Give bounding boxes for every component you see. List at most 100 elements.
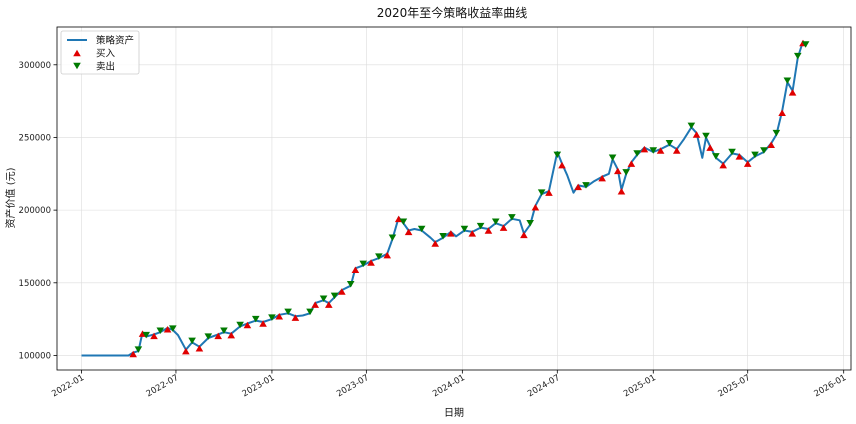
sell-marker [728, 148, 736, 156]
y-tick-label: 250000 [19, 133, 51, 143]
sell-marker [346, 281, 355, 288]
buy-marker [129, 350, 137, 358]
sell-marker [608, 154, 617, 162]
sell-marker [801, 41, 810, 48]
buy-marker [383, 251, 392, 259]
sell-marker [188, 337, 196, 345]
buy-marker [275, 312, 284, 320]
sell-marker [582, 182, 590, 189]
buy-marker [778, 109, 786, 116]
buy-marker [627, 160, 636, 167]
buy-marker [719, 161, 727, 169]
sell-marker [553, 151, 562, 159]
sell-marker [204, 333, 213, 340]
buy-marker [291, 314, 300, 321]
sell-marker [760, 147, 768, 154]
sell-marker [476, 222, 485, 230]
sell-marker [169, 325, 177, 332]
sell-marker [712, 153, 720, 160]
sell-marker [793, 52, 802, 60]
buy-marker [227, 331, 236, 339]
sell-marker [751, 151, 759, 159]
sell-marker [633, 150, 641, 157]
legend-buy-swatch [73, 49, 81, 57]
buy-marker [484, 227, 493, 234]
sell-marker [236, 321, 244, 329]
sell-marker [537, 189, 546, 196]
buy-marker [692, 131, 701, 138]
buy-marker [545, 189, 553, 196]
sell-marker [772, 129, 781, 137]
sell-marker [359, 260, 368, 268]
sell-marker [491, 218, 500, 226]
sell-marker [330, 292, 339, 300]
buy-marker [182, 347, 190, 355]
buy-marker [558, 161, 566, 169]
sell-marker [306, 308, 314, 316]
buy-marker [743, 160, 752, 167]
buy-marker [431, 240, 440, 247]
x-axis-title: 日期 [444, 407, 464, 419]
buy-marker [447, 230, 455, 237]
buy-marker [468, 230, 477, 237]
buy-marker [574, 183, 582, 191]
sell-marker [783, 77, 792, 85]
buy-marker [259, 320, 267, 327]
sell-marker [156, 327, 165, 335]
sell-marker [319, 295, 328, 303]
legend-sell-swatch [73, 62, 81, 70]
buy-marker [163, 326, 172, 333]
y-tick-label: 150000 [19, 279, 51, 289]
buy-marker [767, 141, 775, 148]
sell-marker [142, 331, 151, 339]
plot-frame [56, 26, 852, 371]
buy-marker [499, 224, 508, 231]
y-tick-label: 200000 [19, 206, 51, 216]
y-axis: 100000 150000 200000 250000 300000 [19, 61, 57, 361]
buy-marker [788, 89, 797, 96]
buy-marker [195, 344, 204, 352]
sell-marker [417, 225, 426, 233]
legend-label: 卖出 [96, 61, 115, 73]
buy-marker [614, 167, 622, 175]
buy-marker [404, 228, 413, 236]
buy-marker [150, 332, 158, 340]
buy-marker [598, 174, 606, 182]
sell-marker [220, 327, 228, 335]
buy-marker [338, 288, 346, 295]
buy-marker [706, 144, 714, 151]
buy-marker [656, 147, 665, 154]
sell-marker [399, 218, 408, 226]
y-tick-label: 300000 [19, 61, 51, 71]
buy-marker [531, 203, 540, 211]
sell-marker [268, 314, 276, 321]
sell-marker [134, 346, 143, 353]
buy-marker [367, 259, 375, 266]
sell-marker [375, 253, 383, 260]
sell-marker [251, 315, 260, 323]
buy-marker [520, 231, 528, 239]
buy-marker [214, 332, 222, 340]
sell-marker [284, 308, 292, 316]
buy-marker [324, 301, 333, 308]
buy-marker [394, 215, 403, 223]
markers [129, 39, 810, 358]
y-axis-title: 资产价值 (元) [4, 167, 17, 228]
sell-marker [622, 169, 630, 176]
buy-marker [243, 321, 252, 329]
sell-marker [702, 132, 710, 140]
grid [57, 27, 851, 370]
buy-marker [735, 153, 744, 160]
buy-marker [640, 145, 649, 153]
sell-marker [439, 233, 447, 240]
sell-marker [665, 140, 674, 147]
sell-marker [687, 122, 696, 130]
chart-title: 2020年至今策略收益率曲线 [377, 5, 528, 20]
buy-marker [311, 301, 320, 308]
sell-marker [649, 147, 658, 154]
legend-label: 买入 [96, 49, 116, 60]
sell-marker [508, 214, 516, 221]
